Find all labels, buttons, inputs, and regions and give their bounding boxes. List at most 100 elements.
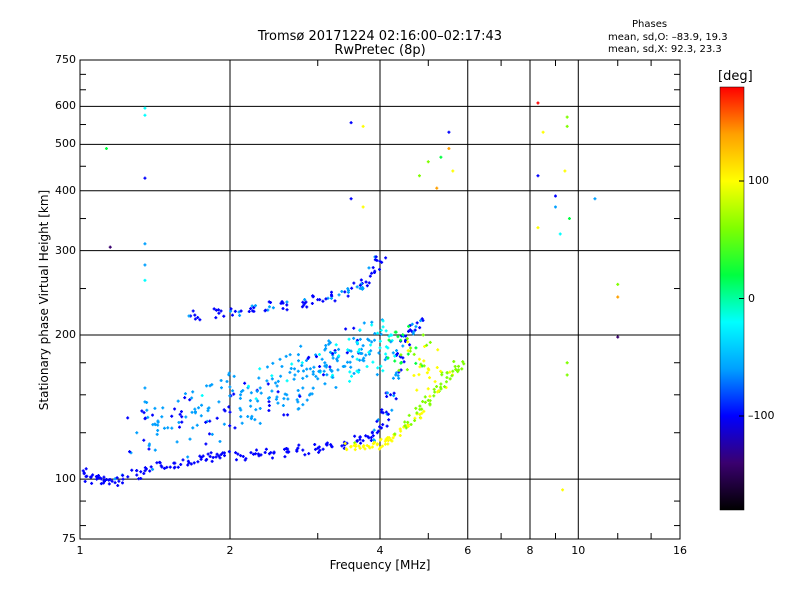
data-point [99,482,103,486]
data-point [317,352,321,356]
data-point [353,448,357,452]
data-point [217,454,221,458]
data-point [414,346,418,350]
data-point [102,475,106,479]
data-point [263,451,267,455]
data-point [403,420,407,424]
data-point [401,344,405,348]
data-point [210,459,214,463]
data-point [208,384,212,388]
data-point [234,458,238,462]
data-point [181,458,185,462]
data-point [258,367,262,371]
data-point [269,300,273,304]
data-point [248,399,252,403]
data-point [289,367,293,371]
colorbar-tick-label: 100 [748,174,769,187]
data-point [135,469,139,473]
data-point [172,466,176,470]
data-point [415,321,419,325]
data-point [96,476,100,480]
data-point [398,427,402,431]
data-point [447,130,451,134]
data-point [394,397,398,401]
data-point [428,376,432,380]
data-point [321,299,325,303]
data-point [91,473,95,477]
data-point [436,348,440,352]
data-point [379,364,383,368]
data-point [269,451,273,455]
data-point [130,468,134,472]
data-point [190,410,194,414]
data-point [373,269,377,273]
data-point [190,396,194,400]
data-point [358,283,362,287]
data-point [218,456,222,460]
data-point [418,365,422,369]
data-point [166,426,170,430]
data-point [379,426,383,430]
data-point [281,404,285,408]
data-point [451,169,455,173]
data-point [370,323,374,327]
data-point [422,364,426,368]
data-point [364,434,368,438]
data-point [311,372,315,376]
data-point [142,472,146,476]
data-point [461,360,465,364]
data-point [379,328,383,332]
data-point [558,232,562,236]
data-point [372,438,376,442]
data-point [228,424,232,428]
data-point [398,434,402,438]
data-point [313,442,317,446]
data-point [236,452,240,456]
data-point [142,411,146,415]
data-point [188,398,192,402]
data-point [227,373,231,377]
data-point [208,454,212,458]
data-point [288,370,292,374]
data-point [439,382,443,386]
data-point [275,384,279,388]
data-point [85,474,89,478]
data-point [187,314,191,318]
data-point [188,437,192,441]
data-point [96,474,100,478]
x-axis-label: Frequency [MHz] [329,558,431,572]
data-point [276,379,280,383]
data-point [428,394,432,398]
data-point [302,369,305,373]
data-point [238,396,242,400]
data-point [453,364,457,368]
data-point [282,413,286,417]
data-point [265,379,269,383]
data-point [414,325,418,329]
data-point [160,415,164,419]
data-point [397,376,401,380]
data-point [394,371,398,375]
data-point [199,414,203,418]
data-point [218,439,222,443]
data-point [324,297,328,301]
data-point [266,382,270,386]
data-point [253,418,257,422]
data-point [274,381,278,385]
data-point [232,392,236,396]
data-point [243,381,247,385]
data-point [428,402,432,406]
phases-title: Phases [632,19,668,30]
data-point [335,357,339,361]
data-point [352,444,356,448]
data-point [184,415,188,419]
data-point [561,488,565,492]
data-point [299,344,303,348]
data-point [214,316,218,320]
data-point [267,409,271,413]
data-point [334,343,338,347]
colorbar-label: [deg] [718,69,753,84]
data-point [563,169,567,173]
data-point [349,197,353,201]
data-point [270,389,274,393]
